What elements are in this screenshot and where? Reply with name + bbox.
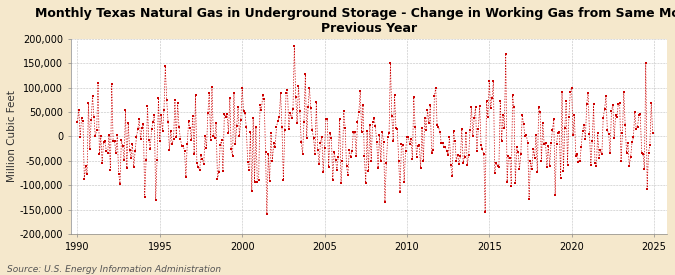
- Title: Monthly Texas Natural Gas in Underground Storage - Change in Working Gas from Sa: Monthly Texas Natural Gas in Underground…: [35, 7, 675, 35]
- Y-axis label: Million Cubic Feet: Million Cubic Feet: [7, 90, 17, 182]
- Text: Source: U.S. Energy Information Administration: Source: U.S. Energy Information Administ…: [7, 265, 221, 274]
